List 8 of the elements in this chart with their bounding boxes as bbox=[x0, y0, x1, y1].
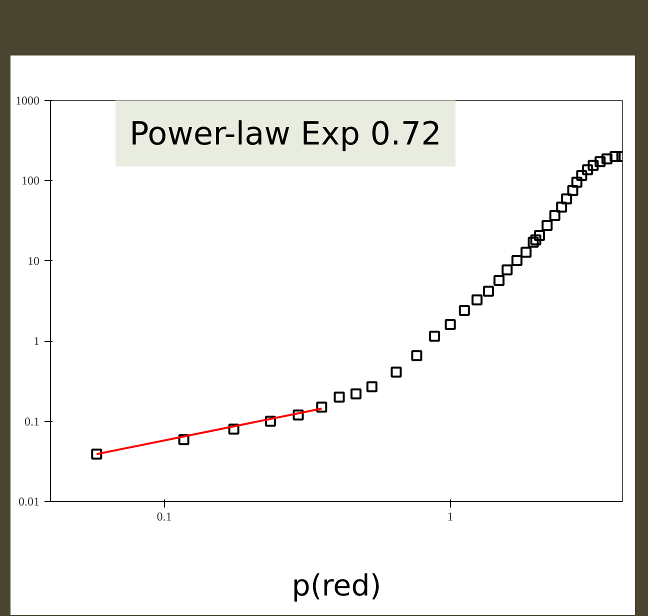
x-axis-title: p(red) bbox=[292, 568, 382, 602]
y-tick-label: 1000 bbox=[16, 94, 40, 108]
y-tick-label: 1 bbox=[34, 334, 40, 348]
annotation: Power-law Exp 0.72 bbox=[130, 114, 442, 152]
y-tick-label: 0.1 bbox=[24, 414, 40, 428]
y-tick-label: 10 bbox=[28, 254, 40, 268]
y-tick-label: 0.01 bbox=[18, 494, 40, 508]
y-tick-label: 100 bbox=[22, 174, 40, 188]
